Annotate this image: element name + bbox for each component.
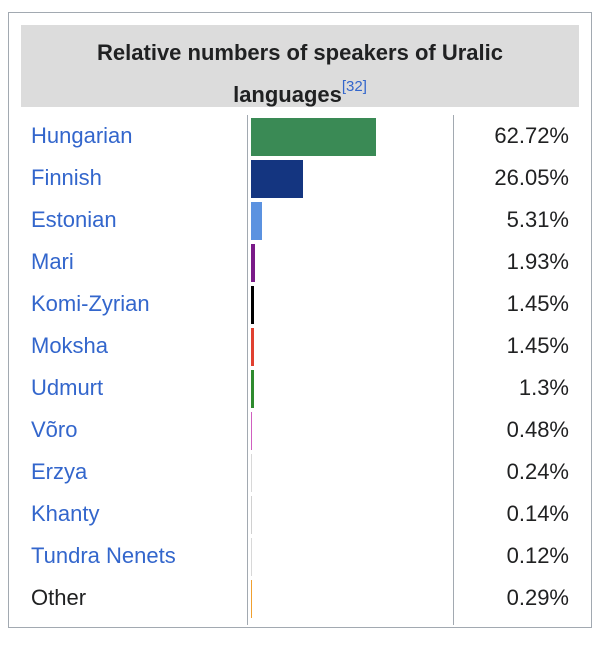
bar-mark	[251, 118, 377, 156]
percentage-label: 0.48%	[506, 417, 569, 442]
table-row: Estonian 5.31%	[21, 199, 579, 241]
bar-mark	[251, 412, 252, 450]
bar-table: Hungarian 62.72% Finnish 26.05% Estonian 5.31…	[21, 115, 579, 625]
language-label[interactable]: Moksha	[31, 333, 109, 358]
language-label[interactable]: Võro	[31, 417, 78, 442]
table-row: Tundra Nenets 0.12%	[21, 535, 579, 577]
language-label: Other	[31, 585, 87, 610]
bar-mark	[251, 454, 252, 492]
table-row: Udmurt 1.3%	[21, 367, 579, 409]
bar-mark	[251, 580, 252, 618]
language-label[interactable]: Estonian	[31, 207, 117, 232]
percentage-label: 5.31%	[506, 207, 569, 232]
percentage-label: 62.72%	[494, 123, 569, 148]
table-row: Komi-Zyrian 1.45%	[21, 283, 579, 325]
caption-line-2: languages[32]	[21, 78, 579, 107]
table-row: Finnish 26.05%	[21, 157, 579, 199]
citation-link[interactable]: [32]	[341, 78, 367, 95]
language-label[interactable]: Khanty	[31, 501, 100, 526]
bar-mark	[251, 496, 252, 534]
infobox-frame: Relative numbers of speakers of Uralic l…	[8, 12, 592, 628]
table-row: Moksha 1.45%	[21, 325, 579, 367]
bar-mark	[251, 328, 254, 366]
caption-languages: languages	[233, 82, 342, 107]
column-divider-left	[247, 115, 248, 625]
language-label[interactable]: Komi-Zyrian	[31, 291, 150, 316]
table-row: Erzya 0.24%	[21, 451, 579, 493]
chart-caption: Relative numbers of speakers of Uralic l…	[21, 25, 579, 107]
bar-mark	[251, 160, 304, 198]
bar-mark	[251, 244, 255, 282]
language-label[interactable]: Finnish	[31, 165, 102, 190]
table-row: Khanty 0.14%	[21, 493, 579, 535]
language-label[interactable]: Erzya	[31, 459, 88, 484]
percentage-label: 0.12%	[506, 543, 569, 568]
bar-mark	[251, 538, 252, 576]
percentage-label: 1.3%	[518, 375, 569, 400]
bar-mark	[251, 202, 262, 240]
percentage-label: 1.93%	[506, 249, 569, 274]
table-row: Other 0.29%	[21, 577, 579, 619]
table-row: Hungarian 62.72%	[21, 115, 579, 157]
percentage-label: 0.24%	[506, 459, 569, 484]
language-label[interactable]: Tundra Nenets	[31, 543, 176, 568]
bar-mark	[251, 370, 254, 408]
language-label[interactable]: Mari	[31, 249, 74, 274]
column-divider-right	[453, 115, 454, 625]
percentage-label: 1.45%	[506, 333, 569, 358]
table-row: Võro 0.48%	[21, 409, 579, 451]
caption-line-1: Relative numbers of speakers of Uralic	[97, 40, 503, 65]
percentage-label: 0.14%	[506, 501, 569, 526]
percentage-label: 1.45%	[506, 291, 569, 316]
language-label[interactable]: Hungarian	[31, 123, 133, 148]
language-label[interactable]: Udmurt	[31, 375, 104, 400]
percentage-label: 0.29%	[506, 585, 569, 610]
percentage-label: 26.05%	[494, 165, 569, 190]
bar-mark	[251, 286, 254, 324]
table-row: Mari 1.93%	[21, 241, 579, 283]
